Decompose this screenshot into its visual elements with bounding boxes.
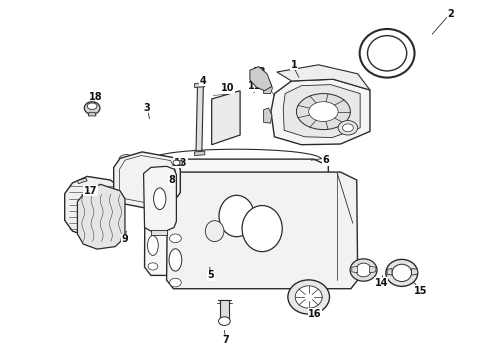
Polygon shape xyxy=(167,172,358,289)
Circle shape xyxy=(148,216,158,223)
Polygon shape xyxy=(88,112,96,116)
Polygon shape xyxy=(65,176,122,238)
Text: 5: 5 xyxy=(207,270,214,280)
Ellipse shape xyxy=(154,188,166,210)
Circle shape xyxy=(148,263,158,270)
Polygon shape xyxy=(144,166,176,231)
Ellipse shape xyxy=(87,103,97,109)
Polygon shape xyxy=(250,67,272,91)
Text: 1: 1 xyxy=(291,60,297,70)
Ellipse shape xyxy=(386,259,417,287)
Text: 18: 18 xyxy=(89,92,102,102)
Polygon shape xyxy=(77,184,125,249)
Ellipse shape xyxy=(350,259,377,281)
Circle shape xyxy=(170,278,181,287)
Polygon shape xyxy=(369,266,376,273)
Polygon shape xyxy=(412,269,417,275)
Polygon shape xyxy=(264,108,272,123)
Text: 3: 3 xyxy=(144,103,150,113)
Text: 10: 10 xyxy=(221,83,235,93)
Polygon shape xyxy=(352,266,358,273)
Polygon shape xyxy=(283,85,360,138)
Polygon shape xyxy=(195,151,205,156)
Polygon shape xyxy=(77,178,87,184)
Ellipse shape xyxy=(343,124,353,132)
Ellipse shape xyxy=(360,29,415,78)
Ellipse shape xyxy=(295,286,322,308)
Ellipse shape xyxy=(356,263,371,277)
Polygon shape xyxy=(173,161,182,166)
Polygon shape xyxy=(151,230,167,235)
Polygon shape xyxy=(271,79,370,145)
Polygon shape xyxy=(387,269,392,275)
Ellipse shape xyxy=(368,36,407,71)
Polygon shape xyxy=(277,65,370,90)
Polygon shape xyxy=(220,300,229,321)
Text: 9: 9 xyxy=(122,234,128,244)
Text: 14: 14 xyxy=(374,278,388,288)
Text: 7: 7 xyxy=(222,335,229,345)
Circle shape xyxy=(219,317,230,325)
Polygon shape xyxy=(145,159,329,275)
Ellipse shape xyxy=(169,249,182,271)
Text: 4: 4 xyxy=(200,76,207,86)
Circle shape xyxy=(173,160,180,165)
Polygon shape xyxy=(152,187,167,200)
Ellipse shape xyxy=(309,102,338,122)
Ellipse shape xyxy=(296,94,350,130)
Ellipse shape xyxy=(392,264,412,282)
Polygon shape xyxy=(114,152,180,209)
Text: 2: 2 xyxy=(447,9,454,19)
Text: 13: 13 xyxy=(173,158,187,168)
Ellipse shape xyxy=(219,195,254,237)
Polygon shape xyxy=(264,81,272,94)
Ellipse shape xyxy=(205,221,224,242)
Polygon shape xyxy=(196,86,203,151)
Ellipse shape xyxy=(288,280,329,314)
Ellipse shape xyxy=(147,235,158,256)
Ellipse shape xyxy=(84,102,100,114)
Text: 8: 8 xyxy=(168,175,175,185)
Text: 12: 12 xyxy=(253,67,267,77)
Ellipse shape xyxy=(338,121,358,135)
Polygon shape xyxy=(195,83,205,87)
Text: 6: 6 xyxy=(322,155,329,165)
Text: 15: 15 xyxy=(414,286,427,296)
Text: 17: 17 xyxy=(84,186,98,196)
Polygon shape xyxy=(212,91,240,145)
Text: 16: 16 xyxy=(308,309,322,319)
Ellipse shape xyxy=(242,206,282,252)
Circle shape xyxy=(170,234,181,243)
Text: 11: 11 xyxy=(248,81,262,91)
